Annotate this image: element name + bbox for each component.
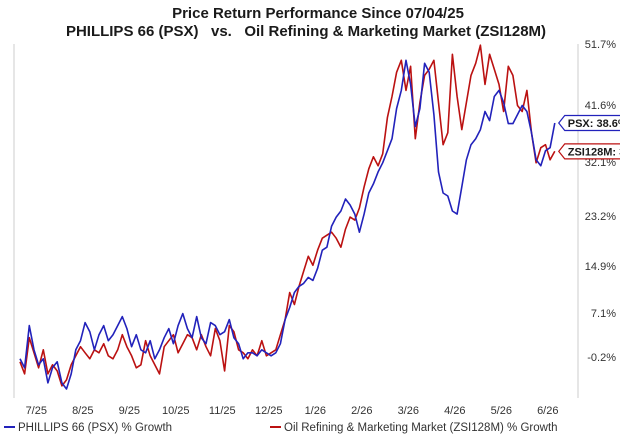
y-tick-label: 41.6% [585, 100, 616, 112]
chart-subtitle: PHILLIPS 66 (PSX) vs. Oil Refining & Mar… [66, 23, 546, 40]
psx-series-line [19, 59, 556, 390]
y-tick-label: 32.1% [585, 157, 616, 169]
x-tick-label: 5/26 [491, 405, 512, 417]
end-label-text: ZSI128M: 33.9% [568, 146, 620, 158]
x-tick-label: 6/26 [537, 405, 558, 417]
x-tick-label: 8/25 [72, 405, 93, 417]
zsi128m-end-label: ZSI128M: 33.9% [557, 143, 620, 160]
legend: PHILLIPS 66 (PSX) % Growth Oil Refining &… [4, 422, 558, 434]
chart-title: Price Return Performance Since 07/04/25 [172, 5, 464, 22]
y-tick-label: 14.9% [585, 261, 616, 273]
x-tick-label: 10/25 [162, 405, 190, 417]
x-tick-label: 11/25 [209, 405, 236, 417]
psx-end-label: PSX: 38.6% [557, 114, 620, 132]
zsi128m-series-line [19, 44, 556, 387]
y-tick-label: 23.2% [585, 211, 616, 223]
x-tick-label: 12/25 [255, 405, 283, 417]
end-label-text: PSX: 38.6% [568, 118, 620, 130]
x-tick-label: 9/25 [119, 405, 140, 417]
y-tick-label: 7.1% [591, 308, 616, 320]
legend-label: PHILLIPS 66 (PSX) % Growth [18, 422, 172, 434]
x-tick-label: 1/26 [305, 405, 326, 417]
end-label-box [557, 143, 620, 160]
y-tick-label: -0.2% [587, 352, 616, 364]
legend-item-psx: PHILLIPS 66 (PSX) % Growth [4, 422, 172, 434]
end-labels: PSX: 38.6% ZSI128M: 33.9% [557, 114, 620, 160]
end-label-box [557, 114, 620, 132]
x-axis: 7/25 8/25 9/25 10/25 11/25 12/25 1/26 2/26 3/26 4… [26, 405, 559, 417]
x-tick-label: 7/25 [26, 405, 47, 417]
x-tick-label: 3/26 [398, 405, 419, 417]
y-tick-label: 51.7% [585, 39, 616, 51]
x-tick-label: 4/26 [444, 405, 465, 417]
series-layer [19, 44, 556, 390]
y-axis: 51.7% 41.6% 32.1% 23.2% 14.9% 7.1% -0.2% [585, 39, 616, 364]
legend-label: Oil Refining & Marketing Market (ZSI128M… [284, 422, 558, 434]
legend-item-zsi128m: Oil Refining & Marketing Market (ZSI128M… [270, 422, 558, 434]
x-tick-label: 2/26 [351, 405, 372, 417]
